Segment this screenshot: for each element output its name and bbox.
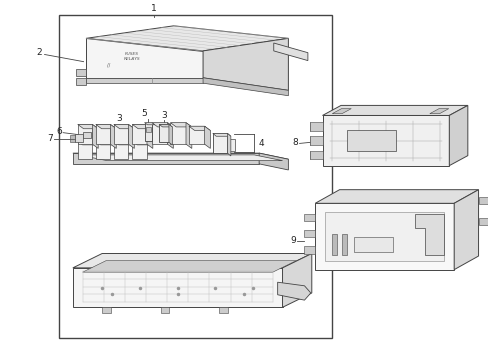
Bar — [341, 234, 346, 255]
Text: 9: 9 — [289, 237, 295, 246]
Polygon shape — [315, 190, 478, 203]
Polygon shape — [152, 123, 167, 144]
Polygon shape — [114, 141, 133, 145]
Polygon shape — [170, 123, 191, 127]
Polygon shape — [144, 123, 155, 125]
Polygon shape — [414, 214, 444, 255]
Text: 8: 8 — [292, 138, 298, 147]
Polygon shape — [132, 141, 147, 159]
Polygon shape — [304, 214, 315, 221]
Polygon shape — [203, 39, 288, 90]
Polygon shape — [168, 125, 172, 145]
Polygon shape — [429, 109, 448, 114]
Polygon shape — [86, 78, 203, 83]
Polygon shape — [212, 134, 230, 136]
Bar — [59, 15, 331, 338]
Polygon shape — [78, 125, 92, 144]
Text: 3: 3 — [116, 114, 122, 123]
Polygon shape — [259, 153, 288, 170]
Polygon shape — [448, 105, 467, 166]
Polygon shape — [152, 123, 173, 127]
Polygon shape — [114, 125, 128, 144]
Polygon shape — [75, 134, 82, 142]
Polygon shape — [128, 125, 134, 148]
Polygon shape — [73, 253, 311, 268]
Polygon shape — [96, 141, 115, 145]
Text: 5: 5 — [142, 109, 147, 118]
Polygon shape — [310, 122, 322, 131]
Polygon shape — [78, 125, 98, 129]
Text: 6: 6 — [56, 127, 61, 136]
Polygon shape — [159, 125, 172, 127]
Polygon shape — [73, 153, 259, 164]
Polygon shape — [147, 125, 153, 148]
Polygon shape — [86, 39, 203, 78]
Polygon shape — [219, 307, 227, 313]
Polygon shape — [82, 261, 296, 272]
Polygon shape — [322, 116, 448, 166]
Polygon shape — [70, 139, 75, 142]
Polygon shape — [222, 139, 234, 151]
Polygon shape — [96, 141, 110, 159]
Polygon shape — [78, 141, 97, 145]
Polygon shape — [167, 123, 173, 148]
Polygon shape — [322, 105, 467, 116]
Polygon shape — [70, 135, 75, 139]
Polygon shape — [478, 218, 488, 225]
Polygon shape — [110, 125, 116, 148]
Polygon shape — [478, 197, 488, 204]
Polygon shape — [114, 125, 134, 129]
Polygon shape — [76, 78, 86, 85]
Polygon shape — [159, 125, 168, 142]
Polygon shape — [353, 237, 392, 252]
Text: FUSES
RELAYS: FUSES RELAYS — [124, 52, 141, 60]
Polygon shape — [310, 150, 322, 159]
Polygon shape — [86, 26, 288, 51]
Polygon shape — [203, 78, 288, 96]
Polygon shape — [114, 141, 128, 159]
Polygon shape — [282, 253, 311, 307]
Polygon shape — [96, 125, 116, 129]
Text: 7: 7 — [47, 134, 53, 143]
Polygon shape — [212, 134, 227, 153]
Polygon shape — [76, 69, 86, 76]
Polygon shape — [92, 125, 98, 148]
Polygon shape — [325, 212, 444, 261]
Polygon shape — [227, 134, 230, 156]
Polygon shape — [132, 141, 152, 145]
Polygon shape — [73, 153, 288, 159]
Polygon shape — [79, 155, 282, 161]
Polygon shape — [315, 203, 453, 270]
Polygon shape — [185, 123, 191, 148]
Text: 3: 3 — [161, 111, 166, 120]
Polygon shape — [160, 307, 169, 313]
Text: //: // — [98, 63, 110, 68]
Polygon shape — [82, 132, 91, 138]
Text: 2: 2 — [37, 48, 42, 57]
Polygon shape — [73, 268, 282, 307]
Polygon shape — [145, 127, 151, 132]
Polygon shape — [331, 109, 350, 114]
Text: 1: 1 — [151, 4, 157, 13]
Polygon shape — [170, 123, 185, 144]
Polygon shape — [188, 126, 204, 144]
Polygon shape — [78, 141, 92, 159]
Polygon shape — [273, 43, 307, 60]
Polygon shape — [132, 125, 147, 144]
Text: 4: 4 — [258, 139, 263, 148]
Polygon shape — [144, 123, 152, 140]
Polygon shape — [277, 282, 310, 300]
Polygon shape — [304, 246, 315, 253]
Bar — [346, 130, 395, 151]
Polygon shape — [188, 126, 210, 131]
Polygon shape — [453, 190, 478, 270]
Polygon shape — [132, 125, 153, 129]
Polygon shape — [204, 126, 210, 148]
Polygon shape — [304, 230, 315, 237]
Polygon shape — [310, 136, 322, 145]
Polygon shape — [96, 125, 110, 144]
Polygon shape — [102, 307, 111, 313]
Bar — [331, 234, 336, 255]
